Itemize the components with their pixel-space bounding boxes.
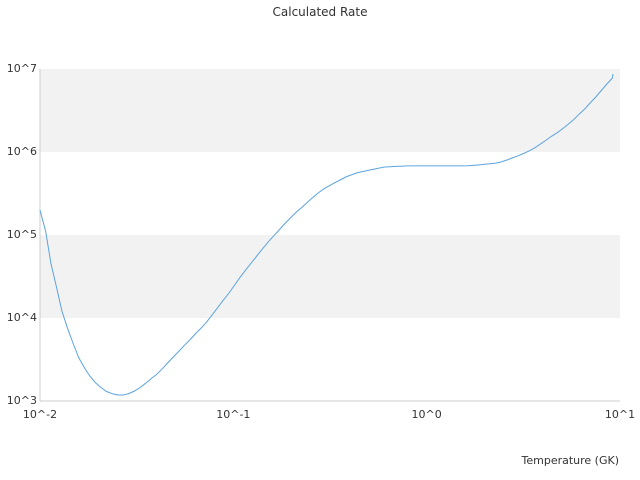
x-axis-title: Temperature (GK) [521,454,620,467]
grid-band [40,152,620,235]
series-layer [39,73,614,396]
x-tick-labels: 10^-2 10^-1 10^0 10^1 [23,408,635,421]
x-tick-label: 10^0 [412,408,442,421]
grid-bands [40,69,620,401]
grid-band [40,69,620,152]
y-tick-label: 10^3 [7,394,37,407]
y-tick-label: 10^4 [7,311,37,324]
series-line [39,73,614,396]
axes [39,69,620,402]
grid-band [40,235,620,318]
chart-title: Calculated Rate [273,5,368,19]
y-tick-label: 10^7 [7,62,37,75]
grid-band [40,318,620,401]
y-tick-label: 10^5 [7,228,37,241]
x-tick-label: 10^-2 [23,408,57,421]
x-tick-label: 10^-1 [216,408,250,421]
y-tick-label: 10^6 [7,145,37,158]
x-tick-label: 10^1 [605,408,635,421]
y-tick-labels: 10^3 10^4 10^5 10^6 10^7 [7,62,37,407]
